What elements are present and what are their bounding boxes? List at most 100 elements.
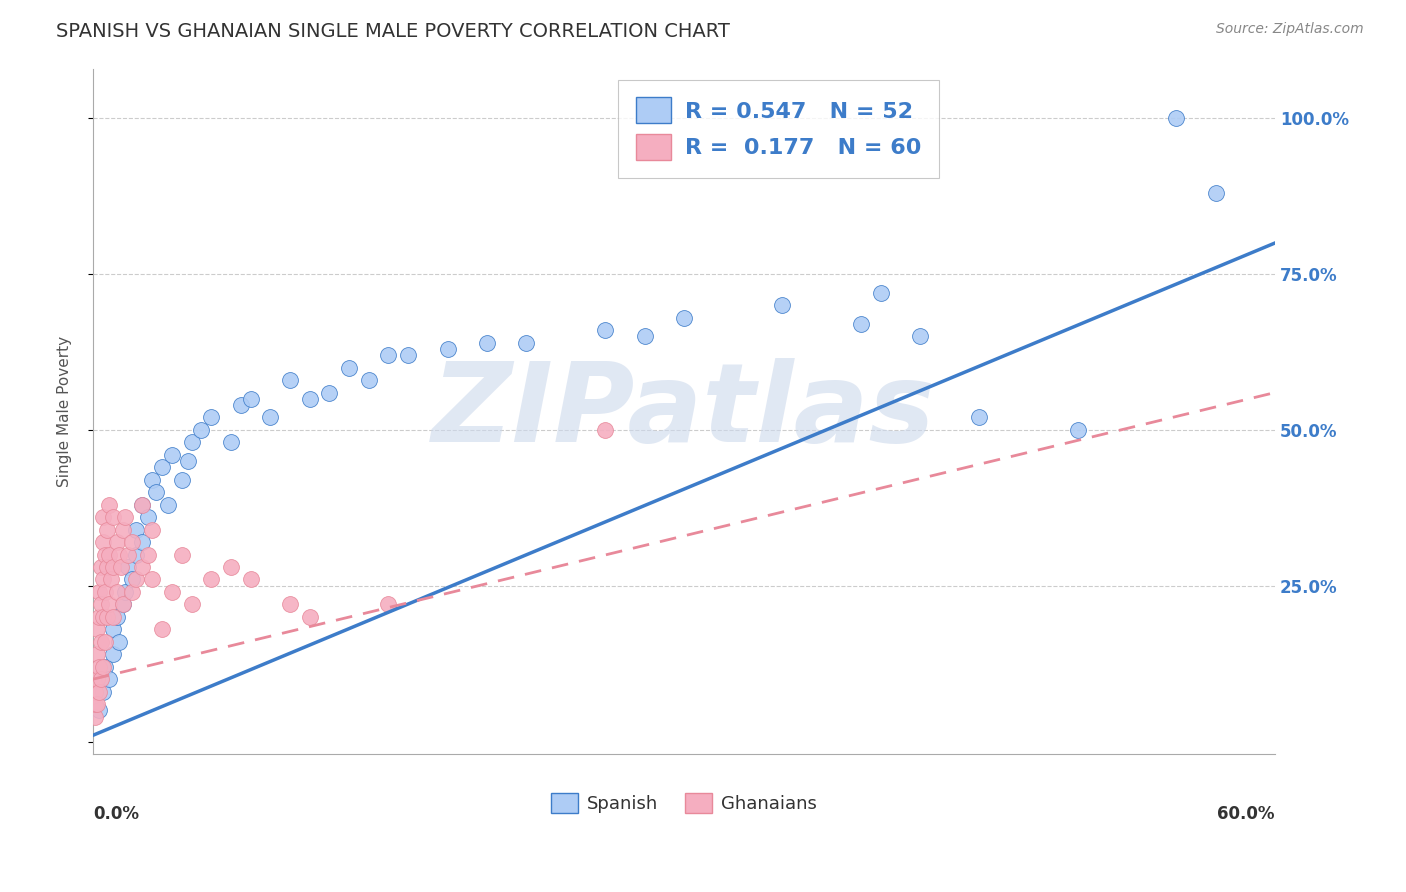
Point (239, 573, 262, 587)
Point (84, 684, 107, 698)
Point (91, 535, 114, 549)
Point (436, 342, 458, 356)
Point (156, 498, 179, 512)
Point (96, 610, 118, 624)
Point (86, 672, 108, 686)
Point (90, 672, 112, 686)
Point (170, 473, 193, 487)
Point (160, 448, 183, 462)
Point (141, 473, 163, 487)
Point (87, 659, 110, 673)
Point (278, 373, 301, 387)
Point (145, 485, 167, 500)
Point (91, 610, 114, 624)
Point (180, 598, 202, 612)
Text: 60.0%: 60.0% (1218, 805, 1275, 823)
Point (239, 392, 262, 406)
Point (772, 298, 794, 312)
Point (87, 703, 110, 717)
Point (117, 560, 139, 574)
Point (87, 585, 110, 599)
Point (318, 385, 340, 400)
Point (593, 423, 616, 437)
Point (90, 598, 112, 612)
Point (125, 523, 148, 537)
Point (870, 285, 893, 300)
Point (136, 510, 159, 524)
Point (114, 585, 136, 599)
Point (114, 510, 136, 524)
Point (97, 548, 120, 562)
Point (969, 410, 991, 425)
Point (377, 348, 399, 362)
Point (105, 585, 128, 599)
Point (229, 398, 252, 412)
Point (125, 573, 148, 587)
Point (111, 523, 134, 537)
Point (105, 610, 128, 624)
Text: ZIPatlas: ZIPatlas (432, 358, 936, 465)
Point (91, 573, 114, 587)
Point (117, 548, 139, 562)
Point (141, 573, 163, 587)
Point (176, 454, 198, 468)
Point (633, 329, 655, 343)
Point (86, 623, 108, 637)
Point (180, 435, 202, 450)
Point (91, 684, 114, 698)
Point (90, 635, 112, 649)
Point (94, 548, 117, 562)
Point (91, 510, 114, 524)
Point (131, 560, 153, 574)
Text: Source: ZipAtlas.com: Source: ZipAtlas.com (1216, 22, 1364, 37)
Point (396, 348, 419, 362)
Point (515, 335, 537, 350)
Point (337, 360, 360, 375)
Point (97, 598, 120, 612)
Point (200, 410, 222, 425)
Y-axis label: Single Male Poverty: Single Male Poverty (58, 335, 72, 487)
Point (97, 498, 120, 512)
Point (96, 560, 118, 574)
Point (111, 598, 134, 612)
Legend: Spanish, Ghanaians: Spanish, Ghanaians (544, 786, 824, 821)
Point (105, 535, 128, 549)
Point (101, 510, 124, 524)
Point (259, 410, 281, 425)
Point (1067, 423, 1090, 437)
Point (94, 585, 117, 599)
Point (86, 647, 108, 661)
Point (150, 460, 173, 475)
Point (101, 647, 124, 661)
Point (377, 598, 399, 612)
Point (131, 535, 153, 549)
Point (110, 560, 132, 574)
Point (101, 623, 124, 637)
Point (298, 610, 321, 624)
Point (87, 684, 110, 698)
Point (107, 635, 129, 649)
Point (1166, 112, 1188, 126)
Point (100, 573, 122, 587)
Point (150, 623, 173, 637)
Point (136, 548, 159, 562)
Point (86, 697, 108, 711)
Point (851, 317, 873, 331)
Point (910, 329, 932, 343)
Point (107, 548, 129, 562)
Text: 0.0%: 0.0% (93, 805, 139, 823)
Text: SPANISH VS GHANAIAN SINGLE MALE POVERTY CORRELATION CHART: SPANISH VS GHANAIAN SINGLE MALE POVERTY … (56, 22, 730, 41)
Point (84, 709, 107, 723)
Point (121, 573, 143, 587)
Point (141, 523, 163, 537)
Point (87, 610, 110, 624)
Point (101, 610, 124, 624)
Point (84, 697, 107, 711)
Point (298, 392, 321, 406)
Point (190, 423, 212, 437)
Point (219, 560, 242, 574)
Point (131, 498, 153, 512)
Point (278, 598, 301, 612)
Point (121, 585, 143, 599)
Point (672, 310, 695, 325)
